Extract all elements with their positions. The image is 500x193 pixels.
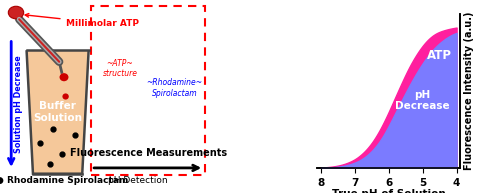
Text: Millimolar ATP: Millimolar ATP xyxy=(25,14,138,28)
Text: Fluorescence Measurements: Fluorescence Measurements xyxy=(70,148,228,158)
FancyBboxPatch shape xyxy=(91,6,205,175)
Text: ● Rhodamine Spirolactam: ● Rhodamine Spirolactam xyxy=(0,176,128,185)
Text: pH
Decrease: pH Decrease xyxy=(396,90,450,111)
Y-axis label: Fluorescence Intensity (a.u.): Fluorescence Intensity (a.u.) xyxy=(464,11,474,170)
Ellipse shape xyxy=(8,6,24,19)
Text: ~Rhodamine~
Spirolactam: ~Rhodamine~ Spirolactam xyxy=(146,78,203,97)
Text: Solution pH Decrease: Solution pH Decrease xyxy=(14,55,23,153)
Text: ATP: ATP xyxy=(427,49,452,62)
X-axis label: True pH of Solution: True pH of Solution xyxy=(332,189,446,193)
Text: ~ATP~
structure: ~ATP~ structure xyxy=(102,59,138,78)
Text: Buffer
Solution: Buffer Solution xyxy=(33,101,82,123)
Polygon shape xyxy=(26,50,88,174)
Ellipse shape xyxy=(62,93,69,100)
Text: pH Detection: pH Detection xyxy=(108,176,168,185)
Ellipse shape xyxy=(60,73,68,81)
